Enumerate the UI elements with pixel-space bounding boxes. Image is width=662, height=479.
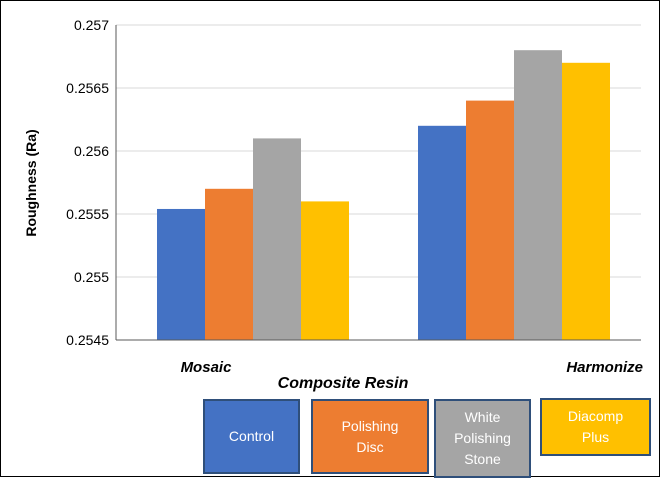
legend-item-label: White Polishing Stone [454,407,511,470]
legend-item: Control [203,399,300,474]
legend-item-label: Diacomp Plus [568,406,623,448]
legend-item: White Polishing Stone [434,399,531,478]
y-tick-label: 0.256 [74,143,109,159]
bar-mosaic-white-polishing-stone [253,138,301,340]
bar-mosaic-polishing-disc [205,188,253,340]
legend-item: Polishing Disc [311,399,429,474]
y-tick-label: 0.255 [74,269,109,285]
bar-harmonize-diacomp-plus [562,62,610,341]
bars [157,50,610,341]
bar-harmonize-polishing-disc [466,100,514,340]
bar-harmonize-control [418,125,466,340]
legend-label-line: White [464,409,501,425]
y-tick-label: 0.2565 [66,80,109,96]
legend-label-line: Control [228,428,275,444]
legend-item-label: Control [229,426,274,447]
bar-mosaic-control [157,208,205,340]
bar-mosaic-diacomp-plus [301,201,349,340]
y-tick-label: 0.2545 [66,332,109,348]
y-axis-label: Roughness (Ra) [23,129,39,236]
legend-label-line: Polishing [341,417,399,434]
legend-label-line: Plus [581,429,610,445]
legend-label-line: Polishing [454,430,511,446]
legend-item: Diacomp Plus [540,398,651,456]
y-tick-label: 0.2555 [66,206,109,222]
legend-label-line: Disc [356,438,384,455]
x-axis-title: Composite Resin [278,375,409,392]
legend-label-line: Diacomp [567,408,624,424]
y-tick-label: 0.257 [74,17,109,33]
bar-harmonize-white-polishing-stone [514,50,562,340]
category-label-harmonize: Harmonize [566,359,643,376]
y-axis-ticks: 0.2545 0.255 0.2555 0.256 0.2565 0.257 [66,17,109,348]
legend-item-label: Polishing Disc [342,416,399,458]
category-label-mosaic: Mosaic [181,359,233,376]
legend-label-line: Stone [464,451,501,467]
